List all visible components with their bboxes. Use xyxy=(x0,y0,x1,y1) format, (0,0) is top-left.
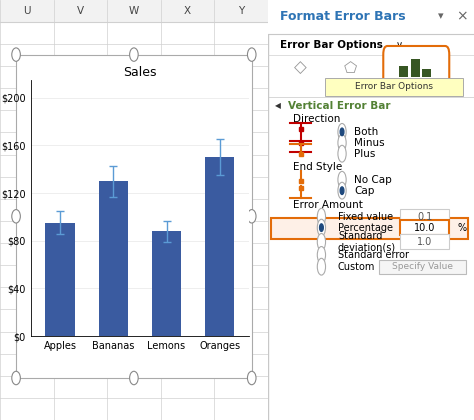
Circle shape xyxy=(129,48,138,61)
Bar xyxy=(399,66,408,77)
Bar xyxy=(400,234,449,249)
Bar xyxy=(379,260,466,274)
Text: End Style: End Style xyxy=(292,162,342,172)
FancyBboxPatch shape xyxy=(383,46,449,90)
Circle shape xyxy=(338,182,346,199)
Circle shape xyxy=(247,48,256,61)
Bar xyxy=(422,69,431,77)
Bar xyxy=(410,59,419,77)
Circle shape xyxy=(338,123,346,140)
Text: Error Bar Options: Error Bar Options xyxy=(355,82,433,92)
Circle shape xyxy=(317,219,326,236)
Text: ×: × xyxy=(456,9,467,24)
Title: Sales: Sales xyxy=(123,66,157,79)
Text: U: U xyxy=(23,6,30,16)
Circle shape xyxy=(317,247,326,263)
Text: Custom: Custom xyxy=(338,262,375,272)
Text: Standard error: Standard error xyxy=(338,250,409,260)
Text: Standard
deviation(s): Standard deviation(s) xyxy=(338,231,396,253)
Bar xyxy=(268,0,474,34)
Bar xyxy=(152,231,181,336)
Text: ⬠: ⬠ xyxy=(344,60,357,76)
Bar xyxy=(99,181,128,336)
Bar xyxy=(400,220,449,235)
Text: Error Bar Options: Error Bar Options xyxy=(280,40,383,50)
FancyBboxPatch shape xyxy=(325,78,463,96)
Circle shape xyxy=(338,145,346,162)
Text: Y: Y xyxy=(238,6,244,16)
Text: Vertical Error Bar: Vertical Error Bar xyxy=(288,101,391,111)
Text: Both: Both xyxy=(355,127,379,137)
Circle shape xyxy=(340,128,344,136)
Text: Format Error Bars: Format Error Bars xyxy=(280,10,406,23)
Bar xyxy=(205,157,235,336)
Text: X: X xyxy=(184,6,191,16)
Bar xyxy=(46,223,75,336)
Bar xyxy=(0,0,268,22)
Text: 10.0: 10.0 xyxy=(414,223,435,233)
Text: Percentage: Percentage xyxy=(338,223,393,233)
Text: No Cap: No Cap xyxy=(355,175,392,185)
Text: Cap: Cap xyxy=(355,186,375,196)
Circle shape xyxy=(12,48,20,61)
Text: %: % xyxy=(457,223,466,233)
Bar xyxy=(16,55,252,378)
Text: Fixed value: Fixed value xyxy=(338,212,393,222)
Text: V: V xyxy=(77,6,84,16)
Circle shape xyxy=(317,258,326,275)
Circle shape xyxy=(247,210,256,223)
Text: 1.0: 1.0 xyxy=(417,237,432,247)
Text: ◇: ◇ xyxy=(294,59,307,77)
Text: ◀: ◀ xyxy=(275,101,281,110)
Circle shape xyxy=(247,371,256,385)
Circle shape xyxy=(338,134,346,151)
Circle shape xyxy=(317,234,326,250)
Circle shape xyxy=(319,224,323,231)
FancyBboxPatch shape xyxy=(271,218,468,239)
Text: Specify Value: Specify Value xyxy=(392,262,453,271)
Circle shape xyxy=(340,187,344,194)
Text: Direction: Direction xyxy=(292,114,340,124)
Bar xyxy=(400,209,449,224)
Circle shape xyxy=(338,171,346,188)
Text: ∨: ∨ xyxy=(396,40,403,50)
Text: ▾: ▾ xyxy=(438,11,444,21)
Text: Error Amount: Error Amount xyxy=(292,200,363,210)
Circle shape xyxy=(129,371,138,385)
Circle shape xyxy=(12,210,20,223)
Text: 0.1: 0.1 xyxy=(417,212,432,222)
Text: Minus: Minus xyxy=(355,138,385,148)
Circle shape xyxy=(12,371,20,385)
Text: W: W xyxy=(129,6,139,16)
Text: Plus: Plus xyxy=(355,149,376,159)
Circle shape xyxy=(317,208,326,225)
